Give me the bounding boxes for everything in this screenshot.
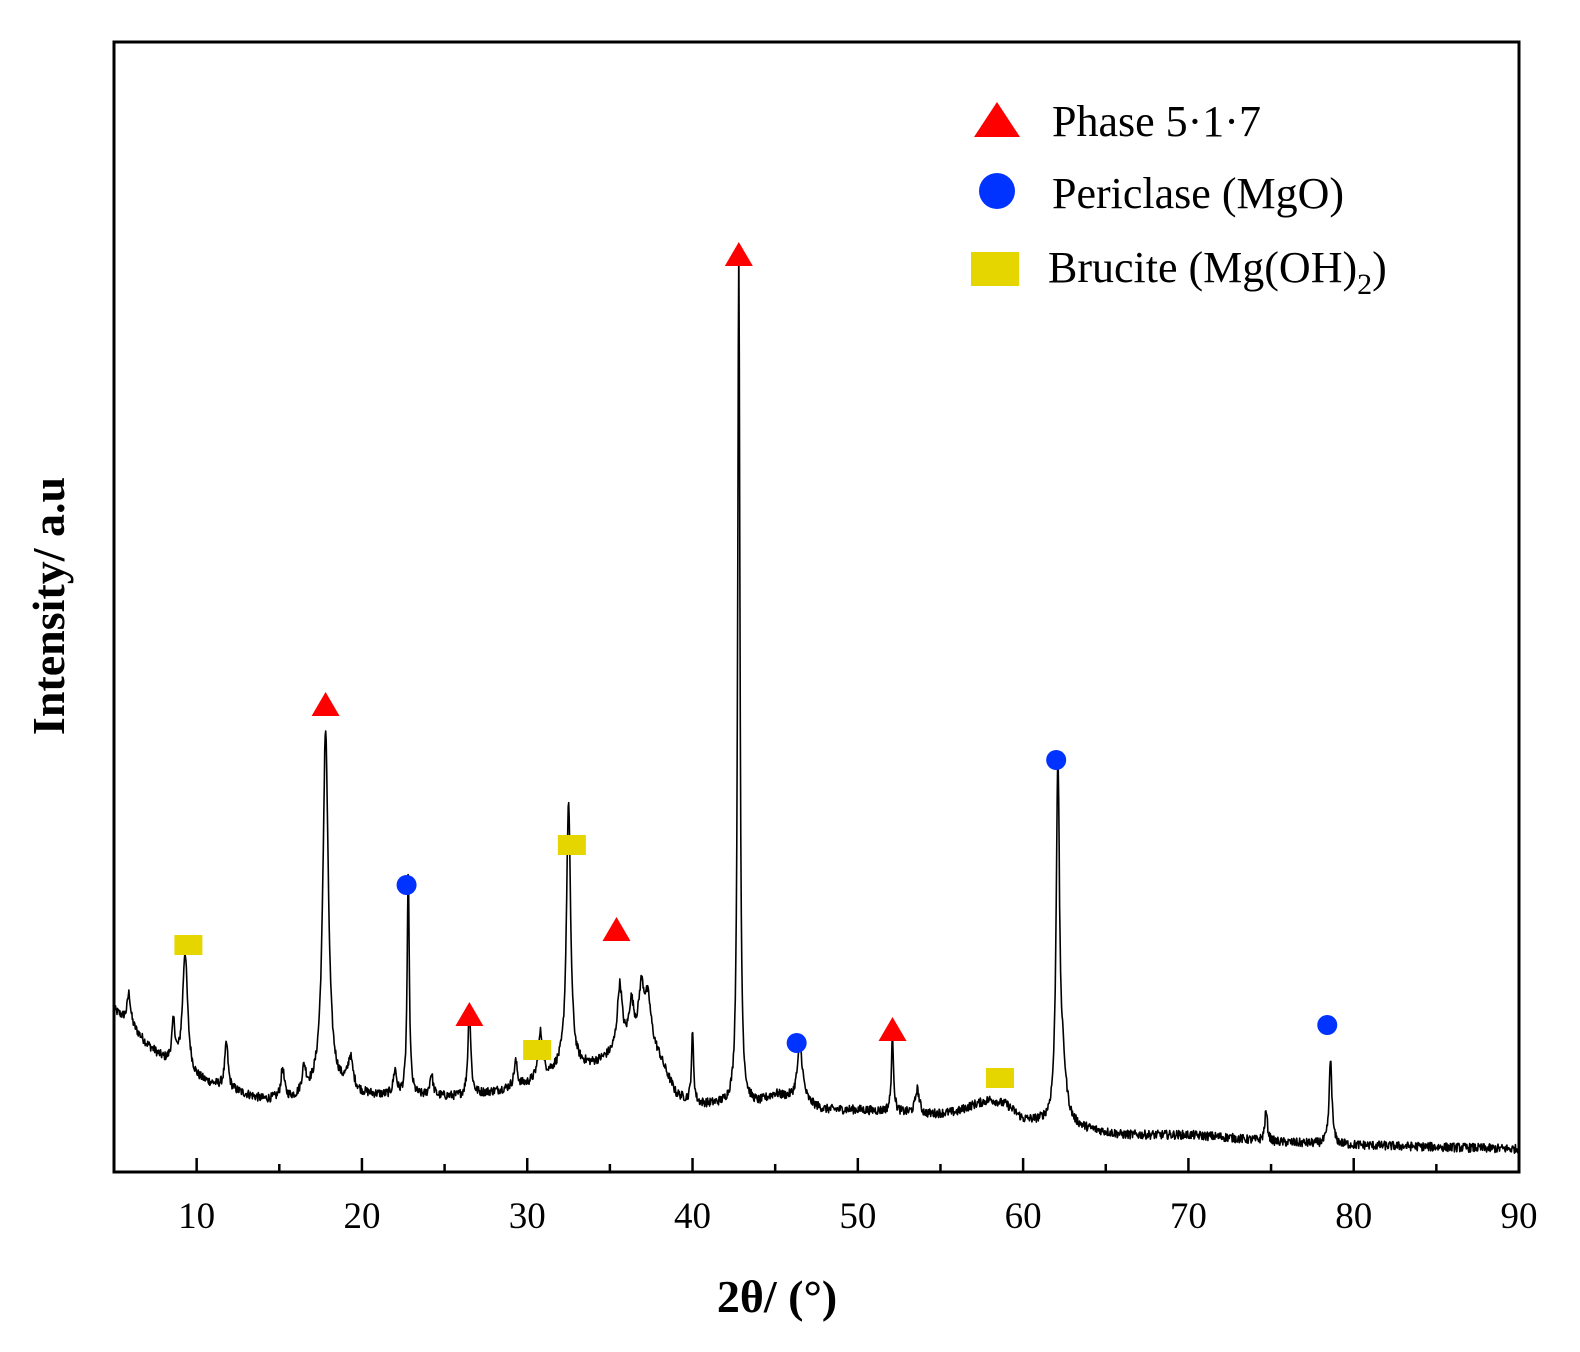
brucite-square-marker: [523, 1040, 552, 1060]
brucite-square-marker: [985, 1068, 1014, 1088]
x-tick-label: 90: [1501, 1196, 1538, 1237]
xrd-spectrum-line: [113, 246, 1520, 1155]
brucite-square-marker: [557, 835, 586, 855]
phase-markers: [174, 242, 1338, 1088]
x-tick-label: 20: [343, 1196, 380, 1237]
legend-label-brucite: Brucite (Mg(OH)2): [1048, 243, 1387, 301]
phase517-triangle-marker: [878, 1017, 907, 1041]
x-tick-label: 30: [509, 1196, 546, 1237]
plot-area: [114, 42, 1519, 1172]
periclase-circle-marker: [786, 1033, 807, 1053]
phase517-triangle-marker: [602, 917, 631, 941]
periclase-circle-marker: [1046, 750, 1067, 770]
periclase-circle-marker: [1317, 1015, 1338, 1035]
legend-label-brucite-suffix: ): [1372, 243, 1387, 292]
x-tick-label: 70: [1170, 1196, 1207, 1237]
phase517-triangle-marker: [724, 242, 753, 266]
brucite-square-marker: [174, 935, 203, 955]
legend-label-brucite-subscript: 2: [1357, 268, 1372, 301]
x-axis-title: 2θ/ (°): [717, 1271, 837, 1322]
x-tick-label: 80: [1335, 1196, 1372, 1237]
periclase-circle-marker: [396, 875, 417, 895]
y-axis-title: Intensity/ a.u: [23, 477, 74, 735]
x-tick-label: 10: [178, 1196, 215, 1237]
x-axis-ticks: [195, 1158, 1521, 1172]
legend-label-phase517: Phase 5·1·7: [1052, 97, 1261, 146]
legend: Phase 5·1·7 Periclase (MgO) Brucite (Mg(…: [971, 97, 1387, 301]
legend-circle-icon: [979, 173, 1015, 209]
legend-label-periclase: Periclase (MgO): [1052, 169, 1344, 218]
legend-triangle-icon: [974, 102, 1020, 137]
legend-label-brucite-main: Brucite (Mg(OH): [1048, 243, 1357, 292]
phase517-triangle-marker: [311, 692, 340, 716]
x-axis-tick-labels: 10 20 30 40 50 60 70 80 90: [178, 1196, 1537, 1237]
phase517-triangle-marker: [455, 1002, 484, 1026]
x-tick-label: 60: [1005, 1196, 1042, 1237]
plot-frame: [112, 40, 1521, 1174]
legend-square-icon: [971, 252, 1019, 286]
x-tick-label: 40: [674, 1196, 711, 1237]
x-tick-label: 50: [839, 1196, 876, 1237]
